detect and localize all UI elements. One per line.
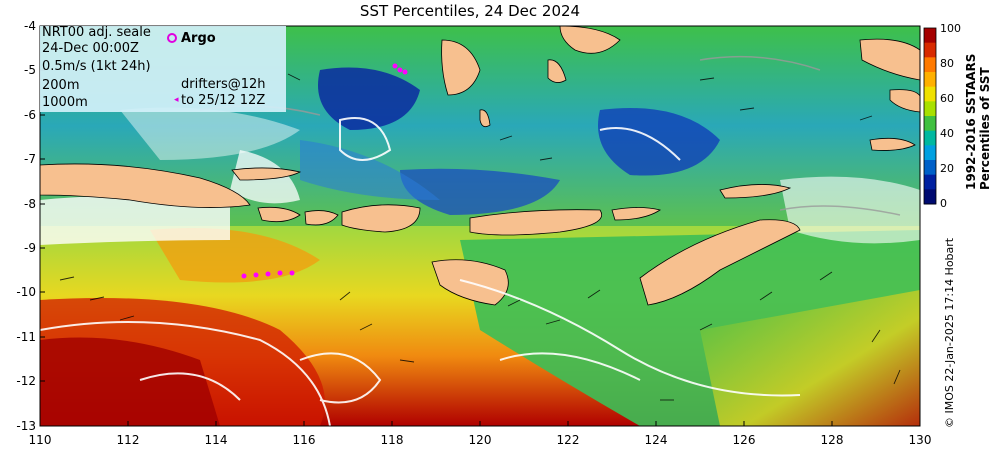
colorbar-segment xyxy=(924,42,936,58)
x-tick-label: 118 xyxy=(381,433,404,447)
colorbar-segment xyxy=(924,145,936,161)
credit: © IMOS 22-Jan-2025 17:14 Hobart xyxy=(943,237,956,428)
colorbar-label-2: Percentiles of SST xyxy=(978,67,992,190)
colorbar-segment xyxy=(924,57,936,73)
x-axis xyxy=(39,421,921,426)
y-tick-label: -5 xyxy=(24,63,36,77)
x-tick-label: 112 xyxy=(117,433,140,447)
colorbar-segment xyxy=(924,86,936,102)
legend-box: NRT00 adj. seale 24-Dec 00:00Z 0.5m/s (1… xyxy=(40,26,286,112)
land xyxy=(39,25,921,306)
y-tick-label: -12 xyxy=(16,374,36,388)
colorbar-segment xyxy=(924,101,936,117)
x-tick-label: 130 xyxy=(909,433,932,447)
contours xyxy=(39,117,801,427)
current-vectors xyxy=(59,73,901,401)
x-tick-label: 126 xyxy=(733,433,756,447)
colorbar-segment xyxy=(924,160,936,176)
colorbar-label-1: 1992-2016 SSTAARS xyxy=(964,54,978,190)
y-tick-label: -11 xyxy=(16,330,36,344)
colorbar-segment xyxy=(924,116,936,132)
colorbar-segment xyxy=(924,174,936,190)
legend-drifters-2: to 25/12 12Z xyxy=(181,93,266,108)
colorbar-segment xyxy=(924,189,936,205)
y-tick-label: -9 xyxy=(24,241,36,255)
legend-1000m: 1000m xyxy=(42,95,88,110)
legend-datetime: 24-Dec 00:00Z xyxy=(42,41,139,56)
colorbar-tick: 0 xyxy=(940,197,947,210)
colorbar-tick: 100 xyxy=(940,22,961,35)
y-tick-label: -4 xyxy=(24,19,36,33)
y-tick-label: -6 xyxy=(24,108,36,122)
x-tick-label: 128 xyxy=(821,433,844,447)
argo-icon xyxy=(167,33,177,43)
colorbar-tick: 20 xyxy=(940,162,954,175)
drifter-icon: ◂ xyxy=(174,95,179,105)
drifter-track xyxy=(241,63,408,279)
x-tick-label: 116 xyxy=(293,433,316,447)
map-title: SST Percentiles, 24 Dec 2024 xyxy=(359,2,581,20)
y-tick-label: -7 xyxy=(24,152,36,166)
y-tick-label: -8 xyxy=(24,197,36,211)
colorbar-segment xyxy=(924,72,936,88)
colorbar xyxy=(924,28,936,205)
colorbar-segment xyxy=(924,130,936,146)
colorbar-segment xyxy=(924,28,936,44)
colorbar-tick: 80 xyxy=(940,57,954,70)
x-tick-label: 122 xyxy=(557,433,580,447)
legend-vector-scale: 0.5m/s (1kt 24h) xyxy=(42,59,151,74)
y-tick-label: -13 xyxy=(16,419,36,433)
legend-drifters-1: drifters@12h xyxy=(181,77,266,92)
x-tick-label: 120 xyxy=(469,433,492,447)
x-tick-label: 114 xyxy=(205,433,228,447)
x-tick-label: 110 xyxy=(29,433,52,447)
legend-200m: 200m xyxy=(42,78,80,93)
legend-product: NRT00 adj. seale xyxy=(42,25,151,40)
colorbar-tick: 60 xyxy=(940,92,954,105)
colorbar-tick: 40 xyxy=(940,127,954,140)
x-tick-label: 124 xyxy=(645,433,668,447)
y-tick-label: -10 xyxy=(16,285,36,299)
legend-argo: Argo xyxy=(181,31,216,46)
